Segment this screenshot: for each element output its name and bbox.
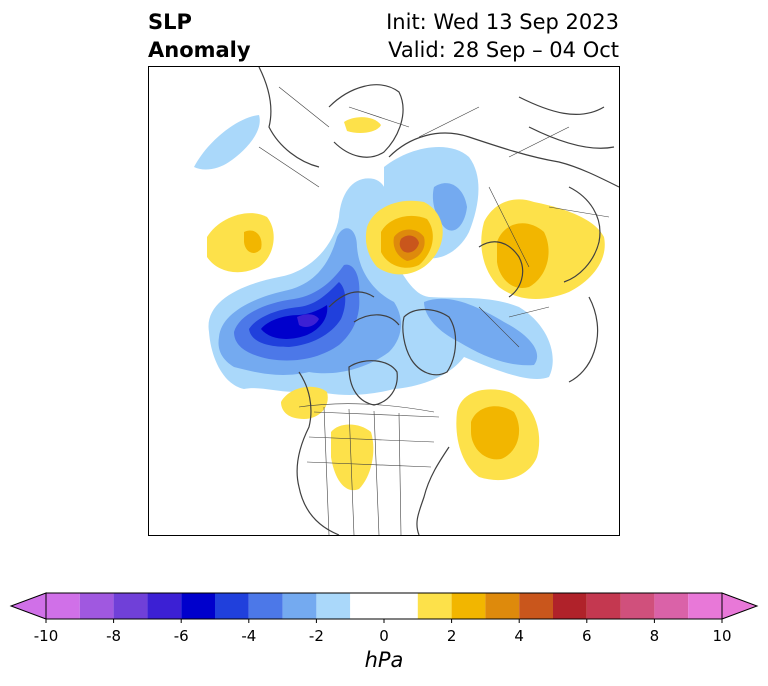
scandinavia-outline <box>328 84 404 158</box>
colorbar-bin <box>654 593 689 619</box>
colorbar-bin <box>248 593 283 619</box>
hudson-bay-outline <box>348 360 398 406</box>
anomaly-low-atl-mid <box>424 298 538 366</box>
coastlines <box>258 67 619 535</box>
init-date-label: Init: Wed 13 Sep 2023 <box>386 10 619 34</box>
canada-us-border <box>298 403 435 413</box>
colorbar-bin <box>519 593 553 619</box>
colorbar-bin <box>46 593 80 619</box>
colorbar-arrow-min <box>9 592 47 620</box>
anomaly-high-arctic-core <box>399 235 419 253</box>
arctic-canada-islands <box>328 291 400 326</box>
colorbar-units-label: hPa <box>364 648 404 672</box>
slp-anomaly-map <box>148 66 620 536</box>
colorbar-bin <box>688 593 722 619</box>
colorbar-tick-label: 4 <box>514 627 524 645</box>
greenland-outline <box>402 308 457 376</box>
anomaly-high-scandinavia <box>344 117 381 133</box>
colorbar-bin <box>451 593 486 619</box>
political-borders <box>258 86 610 535</box>
anomaly-low-arctic-mid <box>432 183 467 231</box>
colorbar-tick-label: -8 <box>106 627 122 645</box>
colorbar-bin <box>485 593 520 619</box>
anomaly-high-pacific-nw <box>281 386 328 419</box>
eurasia-borders <box>258 86 610 268</box>
anomaly-high-siberia-core <box>497 223 549 288</box>
colorbar <box>9 592 759 623</box>
colorbar-bin <box>282 593 317 619</box>
colorbar-bin <box>215 593 249 619</box>
colorbar-tick-label: 0 <box>379 627 389 645</box>
negative-anomaly-regions <box>194 115 553 395</box>
title-line-1: SLP <box>148 10 192 34</box>
north-america-west-coast <box>296 371 340 535</box>
eurasia-north-coast <box>388 132 619 188</box>
colorbar-tick-label: 6 <box>582 627 592 645</box>
anomaly-low-alaska-outer <box>194 115 260 170</box>
colorbar-bin <box>147 593 182 619</box>
colorbar-bin <box>553 593 587 619</box>
colorbar-bin <box>350 593 418 619</box>
colorbar-bin <box>417 593 452 619</box>
valid-period-label: Valid: 28 Sep – 04 Oct <box>388 38 619 62</box>
colorbar-tick-label: -4 <box>241 627 257 645</box>
colorbar-tick-label: 8 <box>649 627 660 645</box>
mid-east-borders <box>478 306 550 348</box>
anomaly-low-core-3 <box>261 305 328 339</box>
colorbar-arrow-max <box>721 592 759 620</box>
colorbar-tick-label: -10 <box>33 627 59 645</box>
positive-anomaly-regions <box>207 117 605 491</box>
colorbar-tick-label: 10 <box>712 627 732 645</box>
anomaly-low-core-4 <box>297 314 319 327</box>
map-canvas <box>149 67 619 535</box>
colorbar-bin <box>620 593 655 619</box>
run-info: Init: Wed 13 Sep 2023 Valid: 28 Sep – 04… <box>386 8 619 64</box>
colorbar-bin <box>586 593 621 619</box>
anomaly-high-pacific-core <box>244 230 262 253</box>
north-america-east-coast <box>416 446 450 535</box>
colorbar-bin <box>316 593 351 619</box>
colorbar-bin <box>79 593 114 619</box>
colorbar-bin <box>181 593 215 619</box>
anomaly-high-pacific <box>207 213 274 273</box>
map-title: SLP Anomaly <box>148 8 251 64</box>
colorbar-tick-label: -6 <box>173 627 189 645</box>
colorbar-tick-label: 2 <box>446 627 457 645</box>
anomaly-high-us-plains <box>331 424 374 491</box>
colorbar-bin <box>113 593 148 619</box>
anomaly-high-atlantic-core <box>471 406 520 460</box>
kamchatka-outline <box>563 186 601 283</box>
colorbar-tick-label: -2 <box>308 627 324 645</box>
siberia-east-coast <box>518 96 615 149</box>
title-line-2: Anomaly <box>148 38 251 62</box>
alaska-outline <box>478 241 524 298</box>
europe-outline <box>258 67 320 168</box>
us-state-lines <box>306 406 440 535</box>
japan-outline <box>568 296 599 383</box>
